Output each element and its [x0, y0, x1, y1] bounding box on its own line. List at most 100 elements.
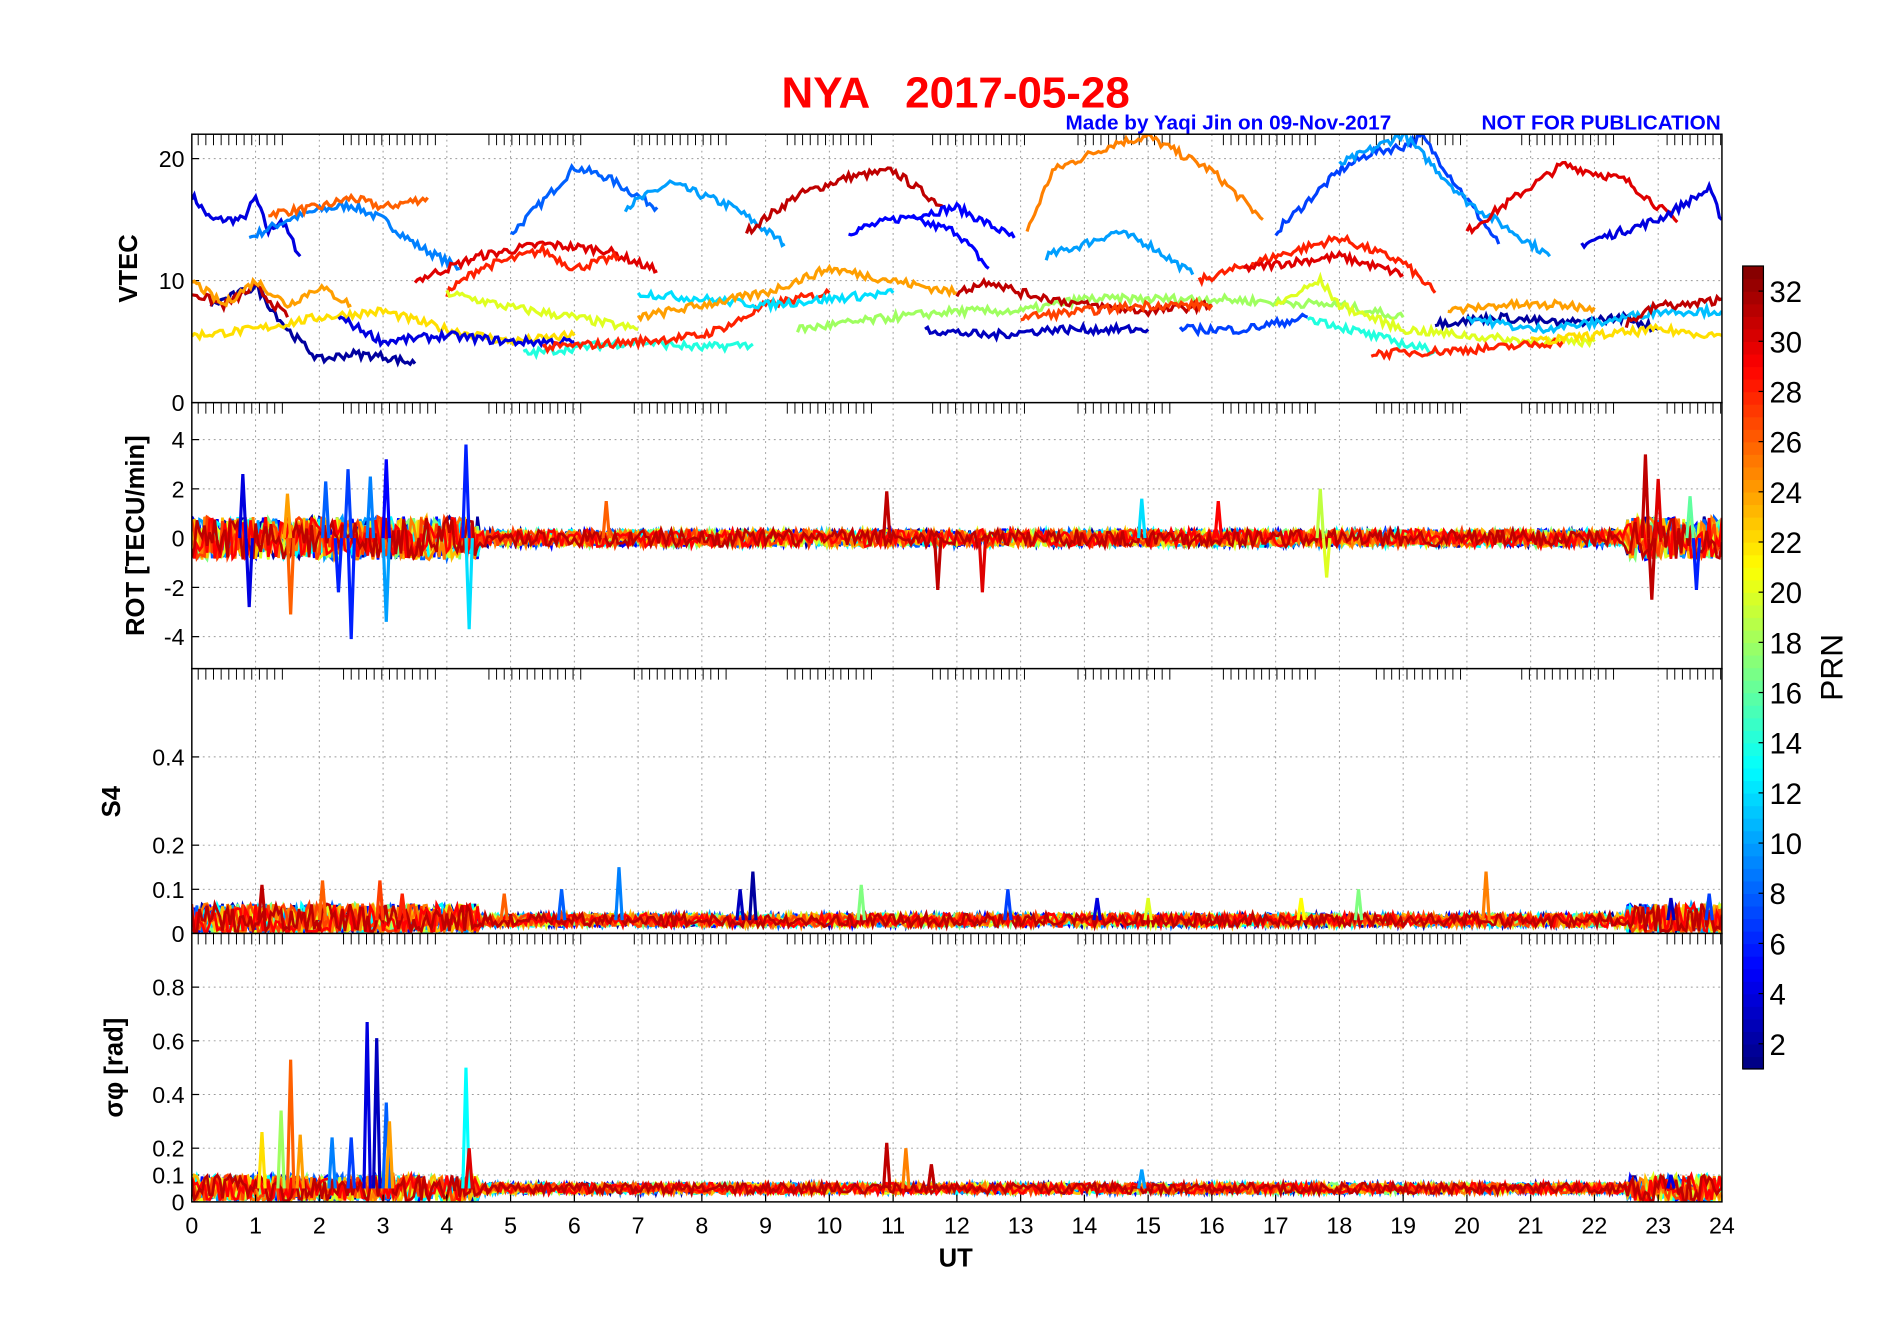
colorbar-segment — [1742, 968, 1764, 982]
colorbar-segment — [1742, 930, 1764, 945]
vtec-arc-prn-10 — [1044, 229, 1195, 276]
y-tick-label: 0.6 — [152, 1028, 184, 1054]
colorbar-segment — [1742, 554, 1764, 568]
vtec-arc-prn-30 — [1465, 160, 1679, 236]
colorbar-segment — [1742, 429, 1764, 443]
colorbar-segment — [1742, 316, 1764, 330]
colorbar-segment — [1742, 266, 1764, 280]
vtec-arc-prn-11 — [1466, 301, 1722, 335]
colorbar-tick-label: 20 — [1770, 577, 1803, 610]
colorbar-segment — [1742, 742, 1764, 756]
sigma-spike-prn-30 — [464, 1148, 474, 1189]
vtec-arc-prn-31 — [745, 166, 946, 236]
vtec-arc-prn-5 — [848, 201, 1016, 239]
y-tick-label: 0 — [172, 390, 185, 416]
vtec-arc-prn-30 — [413, 239, 658, 284]
rot-spike-prn-24 — [282, 493, 293, 539]
rot-spike-prn-4 — [244, 538, 254, 608]
y-tick-label: 10 — [159, 268, 185, 294]
chart-subtitle-notice: NOT FOR PUBLICATION — [1482, 111, 1721, 134]
x-tick-label: 12 — [944, 1213, 970, 1239]
colorbar-segment — [1742, 767, 1764, 782]
x-tick-label: 0 — [185, 1213, 198, 1239]
colorbar-tick-label: 22 — [1770, 527, 1803, 560]
y-tick-label: 0 — [172, 1189, 185, 1215]
sigma-spike-prn-22 — [257, 1131, 267, 1189]
vtec-arc-prn-28 — [1370, 337, 1564, 362]
x-tick-label: 13 — [1008, 1213, 1034, 1239]
s4-spike-prn-3 — [1666, 897, 1676, 921]
colorbar-segment — [1742, 454, 1764, 468]
rot-spike-prn-31 — [881, 491, 892, 539]
rot-spike-prn-10 — [381, 538, 392, 622]
s4-spike-prn-9 — [614, 867, 624, 921]
s4-spike-prn-21 — [1296, 897, 1306, 921]
colorbar-tick-label: 32 — [1770, 276, 1803, 309]
colorbar-segment — [1742, 905, 1764, 920]
vtec-arc-prn-5 — [911, 215, 990, 270]
colorbar-segment — [1742, 1031, 1764, 1045]
colorbar-segment — [1742, 391, 1764, 405]
rot-spike-prn-20 — [1321, 537, 1332, 578]
x-tick-label: 24 — [1709, 1213, 1735, 1239]
y-tick-label: 2 — [172, 476, 185, 502]
s4-spike-prn-25 — [1481, 871, 1491, 921]
colorbar-label: PRN — [1814, 634, 1850, 701]
x-tick-label: 2 — [313, 1213, 326, 1239]
rot-spike-prn-26 — [285, 538, 296, 615]
rot-series-prn-31 — [191, 514, 1722, 563]
colorbar-segment — [1742, 328, 1764, 343]
sigma-spike-prn-9 — [327, 1137, 337, 1189]
y-tick-label: 4 — [172, 427, 185, 453]
vtec-arc-prn-24 — [636, 263, 958, 323]
colorbar-segment — [1742, 541, 1764, 556]
s4-spike-prn-17 — [856, 884, 867, 921]
s4-series-prn-31 — [191, 899, 1722, 934]
s4-spike-prn-3 — [735, 889, 745, 921]
x-tick-label: 5 — [504, 1213, 517, 1239]
y-tick-label: 0 — [172, 921, 185, 947]
colorbar-segment — [1742, 642, 1764, 656]
chart-title: NYA 2017-05-28 — [782, 68, 1130, 117]
rot-spike-prn-31 — [1640, 454, 1651, 539]
colorbar-segment — [1742, 491, 1764, 506]
vtec-arc-prn-22 — [1530, 322, 1722, 345]
vtec-arc-prn-14 — [1306, 316, 1436, 357]
colorbar-segment — [1742, 855, 1764, 869]
y-tick-label: 0.8 — [152, 975, 184, 1001]
s4-spike-prn-28 — [397, 893, 407, 921]
s4-spike-prn-20 — [1143, 897, 1153, 921]
rot-spike-prn-12 — [464, 538, 474, 630]
colorbar-segment — [1742, 1018, 1764, 1032]
sigma-spike-prn-24 — [295, 1134, 305, 1189]
s4-spike-prn-4 — [1092, 897, 1102, 921]
series-group — [191, 134, 1722, 368]
vtec-arc-prn-4 — [337, 315, 575, 349]
panel-vtec: 0 10 20 VTEC — [115, 133, 1723, 416]
vtec-arc-prn-4 — [1580, 180, 1722, 250]
vtec-arc-prn-7 — [1178, 312, 1309, 338]
rot-spike-prn-7 — [343, 469, 353, 539]
x-tick-label: 14 — [1071, 1213, 1097, 1239]
colorbar-segment — [1742, 479, 1764, 493]
x-tick-label: 18 — [1327, 1213, 1353, 1239]
rot-spike-prn-29 — [1213, 501, 1224, 539]
s4-spike-prn-7 — [1704, 893, 1714, 921]
colorbar-segment — [1742, 981, 1764, 995]
rot-spike-prn-19 — [1315, 488, 1326, 539]
colorbar-segment — [1742, 529, 1764, 543]
vtec-arc-prn-30 — [1242, 249, 1404, 278]
vtec-arc-prn-9 — [248, 198, 461, 271]
rot-spike-prn-31 — [1647, 538, 1657, 600]
s4-spike-prn-26 — [499, 893, 509, 921]
vtec-arc-prn-25 — [1025, 134, 1264, 232]
sigma-spike-prn-3 — [371, 1038, 382, 1189]
colorbar-segment — [1742, 516, 1764, 531]
colorbar-tick-label: 2 — [1770, 1029, 1786, 1062]
vtec-arc-prn-24 — [1447, 297, 1596, 316]
rot-spike-prn-6 — [346, 538, 356, 640]
x-tick-label: 15 — [1135, 1213, 1161, 1239]
vtec-arc-prn-28 — [541, 287, 831, 355]
rot-spike-prn-6 — [333, 538, 344, 593]
y-tick-label: 0.4 — [152, 1082, 184, 1108]
